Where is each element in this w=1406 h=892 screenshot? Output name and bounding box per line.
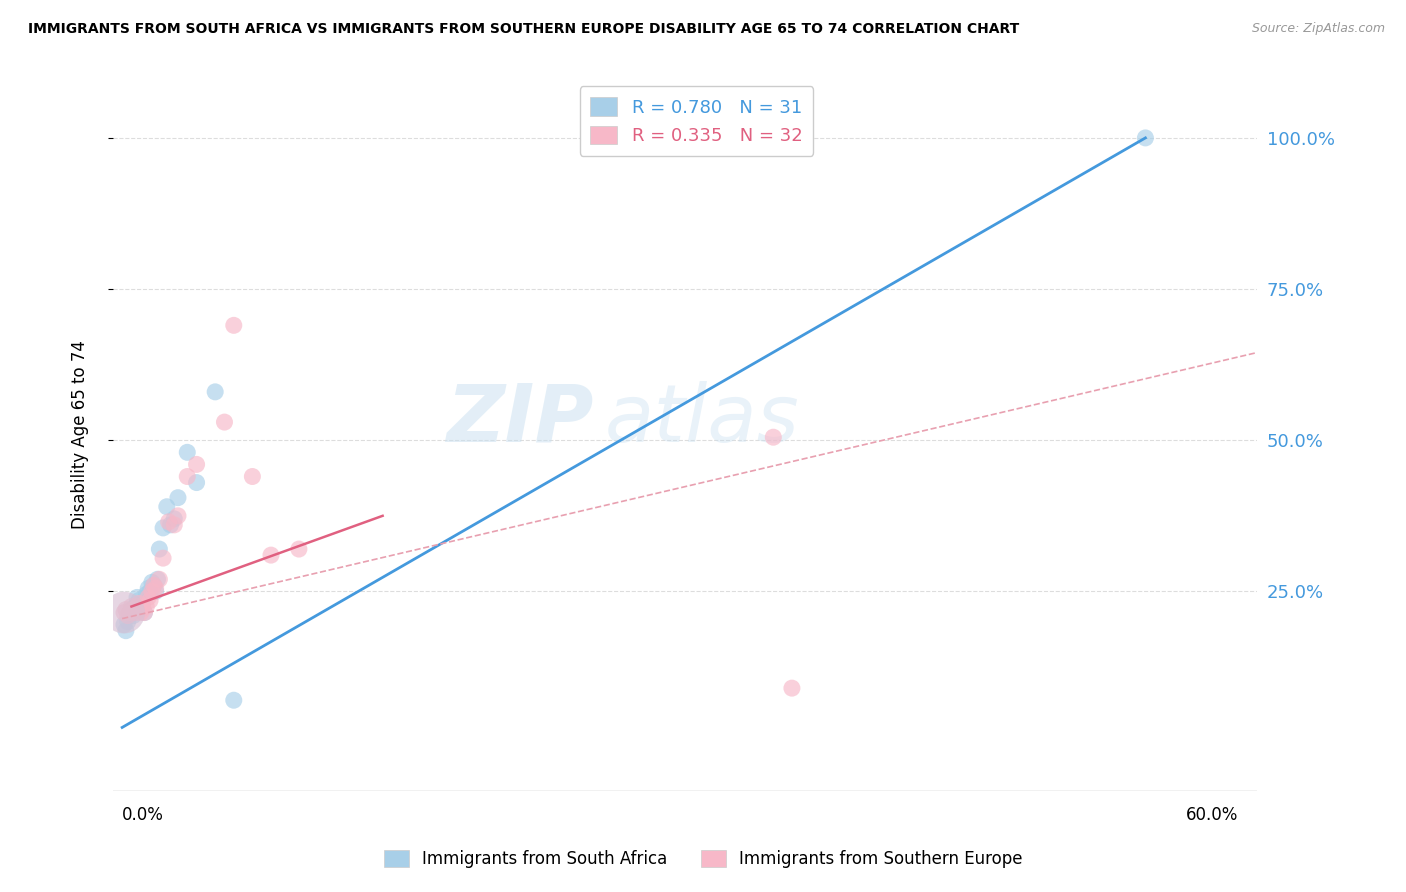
Point (148, 572, 170, 586)
Point (176, 469, 198, 483)
Text: 60.0%: 60.0% (1187, 806, 1239, 824)
Point (288, 542, 311, 557)
Legend: Immigrants from South Africa, Immigrants from Southern Europe: Immigrants from South Africa, Immigrants… (377, 843, 1029, 875)
Point (129, 606, 152, 620)
Point (141, 584, 163, 599)
Text: ZIP: ZIP (446, 381, 593, 458)
Point (163, 512, 186, 526)
Point (167, 508, 190, 523)
Point (222, 693, 245, 707)
Point (762, 430, 785, 444)
Point (135, 599, 157, 614)
Text: Source: ZipAtlas.com: Source: ZipAtlas.com (1251, 22, 1385, 36)
Point (115, 602, 138, 616)
Point (136, 591, 159, 605)
Point (122, 608, 145, 623)
Legend: R = 0.780   N = 31, R = 0.335   N = 32: R = 0.780 N = 31, R = 0.335 N = 32 (579, 87, 814, 156)
Point (120, 599, 142, 614)
Point (122, 602, 145, 616)
Point (117, 615, 139, 629)
Point (204, 384, 226, 399)
Point (186, 475, 208, 490)
Point (176, 445, 198, 459)
Point (124, 606, 146, 620)
Point (129, 602, 152, 616)
Point (136, 582, 159, 596)
Point (124, 599, 146, 614)
Point (128, 597, 150, 611)
Point (167, 491, 190, 505)
Point (156, 500, 179, 514)
Point (148, 542, 170, 557)
Text: atlas: atlas (605, 381, 800, 458)
Point (1135, 131, 1157, 145)
Point (112, 606, 135, 620)
Point (214, 415, 236, 429)
Point (159, 517, 181, 532)
Point (152, 551, 174, 566)
Point (128, 593, 150, 607)
Point (117, 608, 139, 623)
Point (118, 606, 141, 620)
Point (141, 575, 163, 590)
Point (780, 681, 803, 695)
Point (118, 606, 141, 620)
Point (115, 624, 138, 638)
Point (142, 578, 165, 592)
Point (145, 584, 167, 599)
Point (125, 591, 148, 605)
Point (139, 593, 162, 607)
Point (139, 584, 162, 599)
Y-axis label: Disability Age 65 to 74: Disability Age 65 to 74 (72, 340, 89, 529)
Point (120, 606, 142, 620)
Point (112, 606, 135, 620)
Text: IMMIGRANTS FROM SOUTH AFRICA VS IMMIGRANTS FROM SOUTHERN EUROPE DISABILITY AGE 6: IMMIGRANTS FROM SOUTH AFRICA VS IMMIGRAN… (28, 22, 1019, 37)
Point (134, 606, 156, 620)
Point (120, 602, 142, 616)
Point (260, 548, 283, 562)
Point (131, 599, 153, 614)
Point (112, 606, 135, 620)
Point (145, 582, 167, 596)
Point (186, 458, 208, 472)
Point (242, 469, 264, 483)
Point (125, 599, 148, 614)
Point (134, 606, 156, 620)
Point (135, 587, 157, 601)
Point (222, 318, 245, 333)
Point (112, 617, 135, 632)
Point (152, 521, 174, 535)
Point (142, 578, 165, 592)
Point (146, 572, 169, 586)
Text: 0.0%: 0.0% (122, 806, 165, 824)
Point (163, 517, 186, 532)
Point (131, 597, 153, 611)
Point (157, 515, 180, 529)
